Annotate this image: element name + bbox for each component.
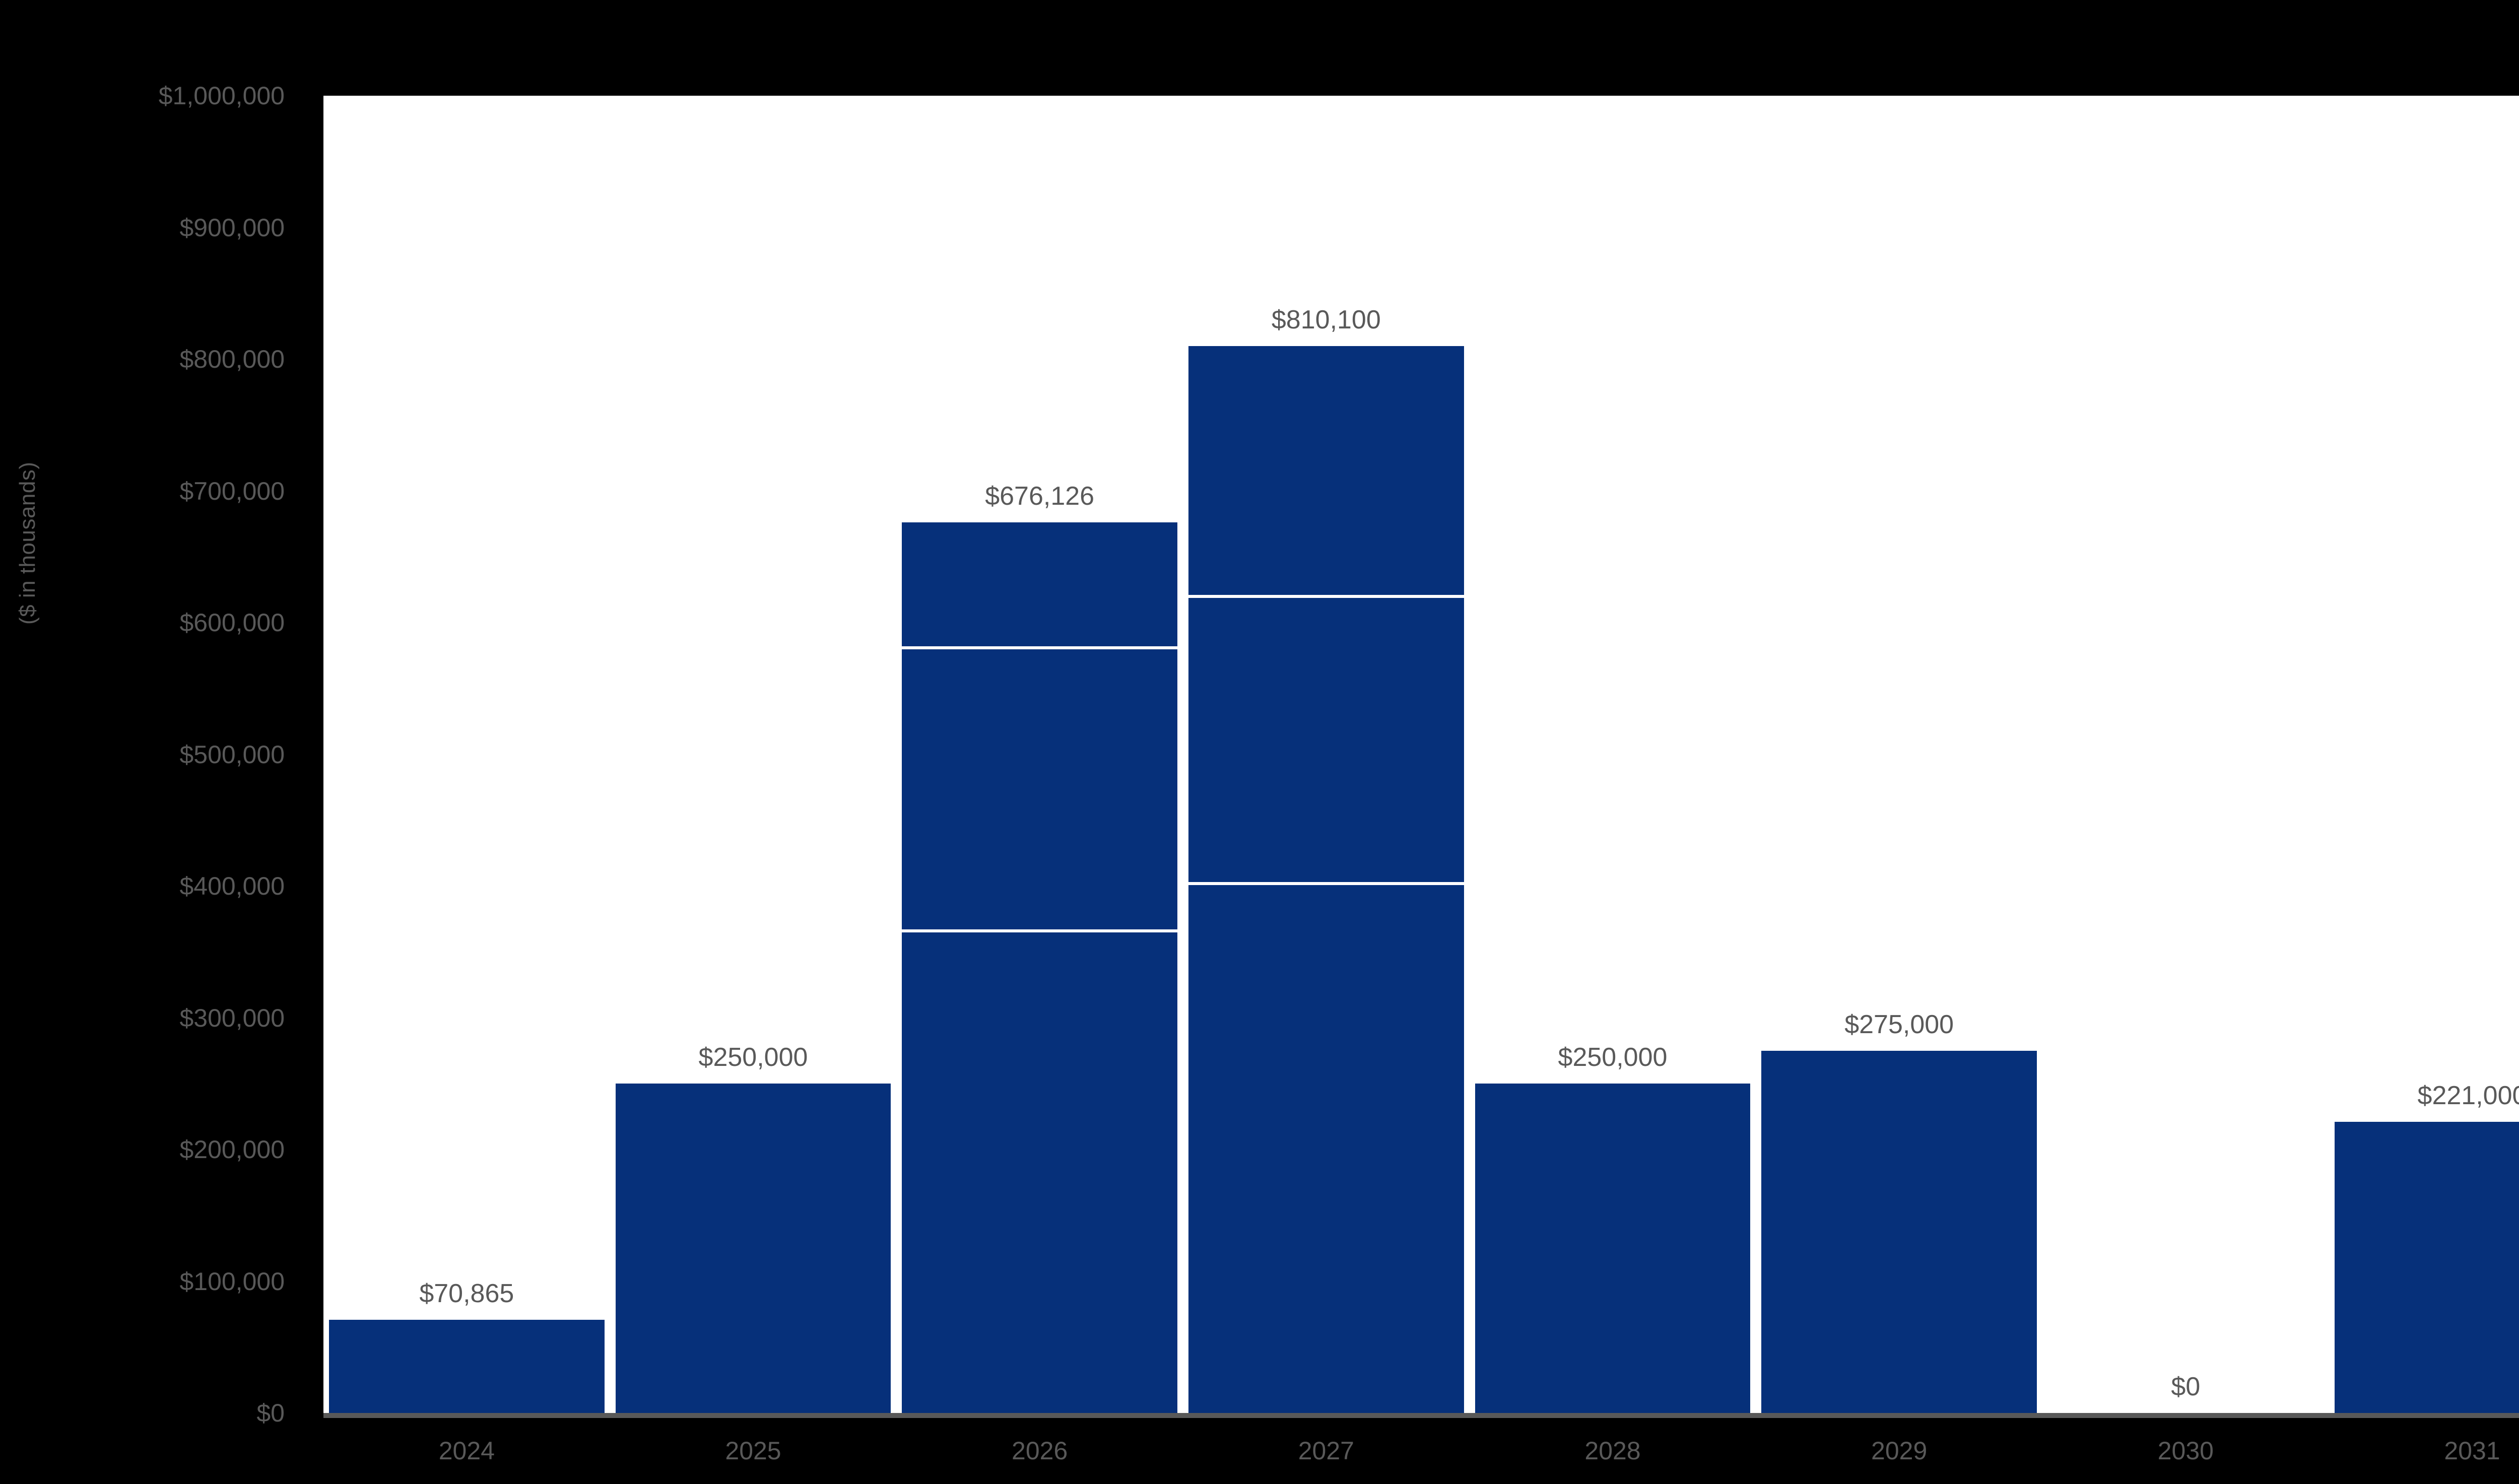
bar-segment[interactable] [902,646,1177,929]
y-axis-tick-label: $900,000 [179,213,285,242]
bar-stack[interactable] [1475,1084,1751,1413]
bar-value-label: $250,000 [1558,1043,1668,1072]
y-axis-tick-label: $500,000 [179,740,285,769]
y-axis-tick-label: $100,000 [179,1267,285,1296]
bar-group-2027[interactable]: $810,100 [1188,96,1464,1413]
y-axis-tick-label: $300,000 [179,1003,285,1032]
bar-value-label: $0 [2171,1372,2201,1401]
y-axis-tick-labels: $0 $100,000 $200,000 $300,000 $400,000 $500,0… [0,0,302,1484]
x-axis-tick-label-2031: 2031 [2444,1437,2500,1465]
bar-value-label: $70,865 [419,1278,514,1308]
bar-group-2030[interactable]: $0 [2048,96,2324,1413]
bar-value-label: $250,000 [698,1043,808,1072]
bar-group-2031[interactable]: $221,000 [2334,96,2519,1413]
bar-stack[interactable] [902,522,1177,1413]
bar-segment[interactable] [1761,1050,2037,1413]
bar-group-2026[interactable]: $676,126 [902,96,1177,1413]
x-axis-tick-label-2026: 2026 [1012,1437,1068,1465]
bar-stack[interactable] [2334,1122,2519,1413]
bars-layer: $70,865 $250,000 $676,126 $810,100 $250,000 $… [323,96,2519,1413]
x-axis-tick-label-2027: 2027 [1298,1437,1354,1465]
y-axis-tick-label: $200,000 [179,1135,285,1164]
y-axis-tick-label: $800,000 [179,345,285,373]
bar-stack[interactable] [1188,346,1464,1413]
bar-group-2029[interactable]: $275,000 [1761,96,2037,1413]
x-axis-tick-label-2025: 2025 [725,1437,781,1465]
bar-value-label: $676,126 [985,481,1095,511]
bar-segment[interactable] [902,929,1177,1413]
bar-segment[interactable] [1475,1084,1751,1413]
bar-stack[interactable] [1761,1050,2037,1413]
x-axis-tick-label-2030: 2030 [2157,1437,2214,1465]
bar-group-2028[interactable]: $250,000 [1475,96,1751,1413]
bar-stack[interactable] [615,1084,891,1413]
y-axis-tick-label: $600,000 [179,609,285,637]
bar-value-label: $275,000 [1844,1009,1954,1039]
bar-value-label: $810,100 [1271,305,1381,334]
bar-value-label: $221,000 [2417,1081,2519,1111]
bar-segment[interactable] [1188,346,1464,595]
x-axis-tick-label-2028: 2028 [1584,1437,1641,1465]
y-axis-tick-label: $400,000 [179,872,285,900]
bar-group-2024[interactable]: $70,865 [329,96,605,1413]
bar-segment[interactable] [2334,1122,2519,1413]
x-axis-tick-label-2024: 2024 [438,1437,495,1465]
x-axis-line [323,1413,2519,1418]
x-axis-tick-label-2029: 2029 [1871,1437,1928,1465]
bar-segment[interactable] [1188,882,1464,1413]
bar-segment[interactable] [1188,594,1464,882]
bar-stack[interactable] [329,1319,605,1413]
y-axis-tick-label: $700,000 [179,477,285,505]
y-axis-tick-label: $0 [256,1399,285,1427]
bar-segment[interactable] [902,522,1177,646]
y-axis-tick-label: $1,000,000 [158,82,285,110]
bar-segment[interactable] [615,1084,891,1413]
x-axis-tick-labels: 202420252026202720282029203020312032 [323,1438,2519,1483]
bar-group-2025[interactable]: $250,000 [615,96,891,1413]
bar-segment[interactable] [329,1319,605,1413]
